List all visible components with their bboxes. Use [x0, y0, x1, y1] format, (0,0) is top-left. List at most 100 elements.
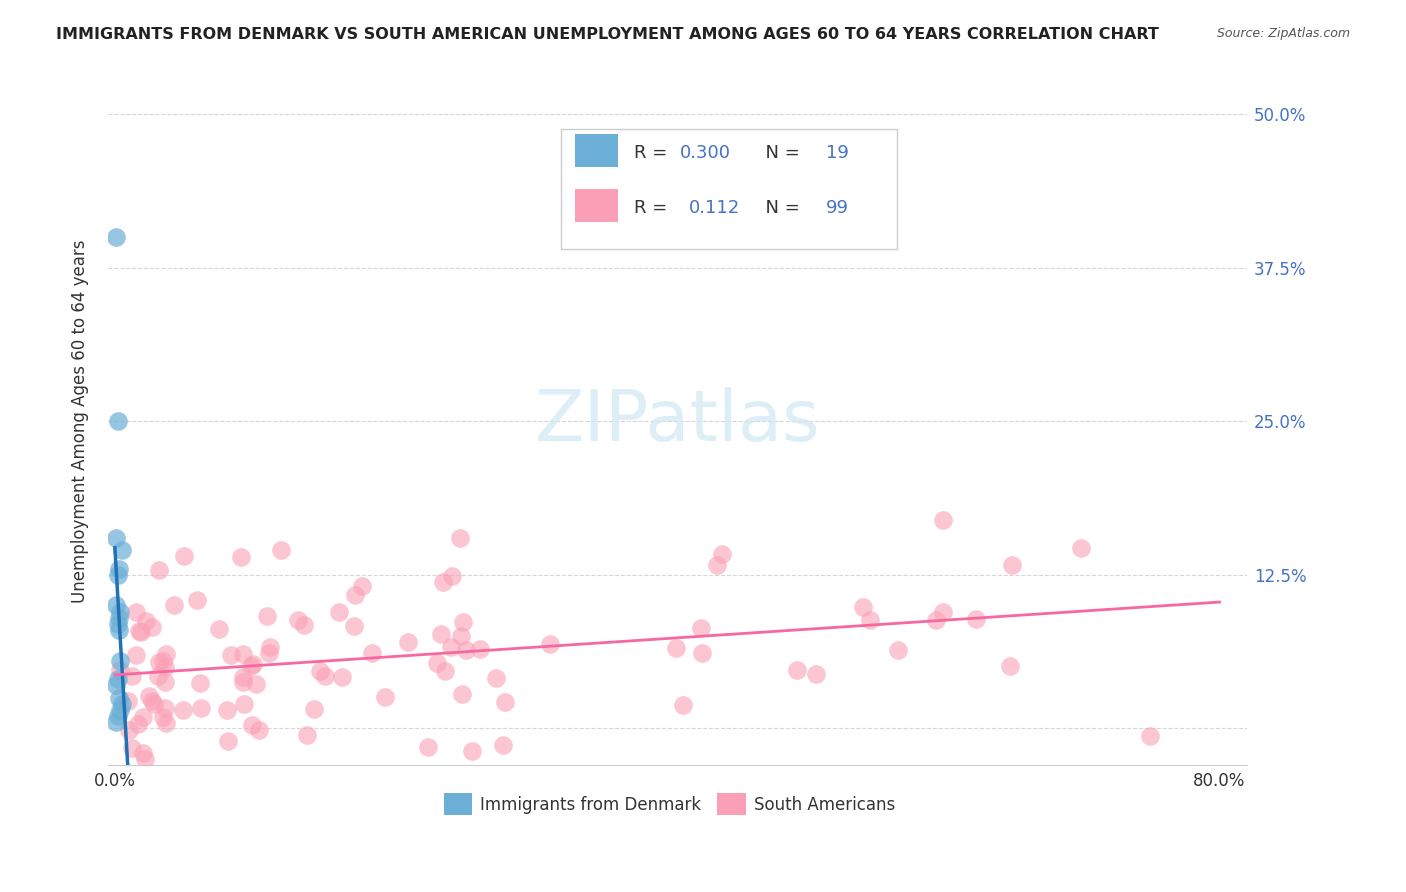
Point — [163, 598, 186, 612]
Point — [886, 643, 908, 657]
Point — [450, 629, 472, 643]
Point — [188, 676, 211, 690]
Point — [449, 531, 471, 545]
Point — [440, 568, 463, 582]
Point — [287, 613, 309, 627]
Point — [108, 623, 131, 637]
Point — [432, 574, 454, 589]
Point — [108, 561, 131, 575]
Point — [965, 612, 987, 626]
Point — [134, 752, 156, 766]
Point — [247, 723, 270, 738]
Point — [153, 701, 176, 715]
Point — [117, 723, 139, 737]
Point — [132, 746, 155, 760]
Text: 0.112: 0.112 — [689, 199, 740, 217]
Point — [786, 664, 808, 678]
Point — [804, 666, 827, 681]
Point — [172, 703, 194, 717]
Point — [215, 703, 238, 717]
Point — [217, 733, 239, 747]
Text: N =: N = — [754, 145, 806, 162]
Point — [186, 592, 208, 607]
Point — [128, 624, 150, 639]
Point — [146, 669, 169, 683]
Point — [352, 579, 374, 593]
Point — [690, 646, 713, 660]
Point — [240, 718, 263, 732]
Point — [141, 620, 163, 634]
Point — [232, 697, 254, 711]
Point — [330, 670, 353, 684]
Point — [107, 414, 129, 428]
Point — [121, 668, 143, 682]
Point — [141, 693, 163, 707]
Point — [440, 640, 463, 655]
Point — [454, 642, 477, 657]
Text: 0.300: 0.300 — [681, 145, 731, 162]
Point — [148, 655, 170, 669]
Point — [259, 640, 281, 655]
Point — [107, 567, 129, 582]
Point — [450, 687, 472, 701]
Point — [207, 623, 229, 637]
Point — [710, 547, 733, 561]
Point — [231, 550, 253, 565]
Point — [155, 647, 177, 661]
Point — [434, 664, 457, 678]
Point — [152, 710, 174, 724]
Point — [117, 694, 139, 708]
Point — [155, 716, 177, 731]
Point — [138, 689, 160, 703]
Text: 19: 19 — [825, 145, 848, 162]
Point — [672, 698, 695, 713]
Point — [470, 641, 492, 656]
Point — [105, 230, 128, 244]
Point — [125, 605, 148, 619]
Point — [297, 728, 319, 742]
Point — [374, 690, 396, 705]
Point — [257, 646, 280, 660]
Text: N =: N = — [754, 199, 806, 217]
Text: IMMIGRANTS FROM DENMARK VS SOUTH AMERICAN UNEMPLOYMENT AMONG AGES 60 TO 64 YEARS: IMMIGRANTS FROM DENMARK VS SOUTH AMERICA… — [56, 27, 1159, 42]
Point — [1139, 729, 1161, 743]
Point — [107, 709, 129, 723]
Point — [1070, 541, 1092, 555]
Point — [107, 672, 129, 686]
Point — [429, 626, 451, 640]
Point — [245, 677, 267, 691]
Point — [361, 646, 384, 660]
Point — [105, 715, 128, 730]
Point — [932, 512, 955, 526]
Point — [242, 657, 264, 672]
Point — [461, 744, 484, 758]
Point — [121, 741, 143, 756]
Point — [232, 647, 254, 661]
Text: 99: 99 — [825, 199, 849, 217]
Point — [105, 678, 128, 692]
Point — [485, 672, 508, 686]
Point — [232, 674, 254, 689]
Point — [111, 697, 134, 711]
Point — [998, 659, 1021, 673]
Point — [859, 613, 882, 627]
Point — [153, 659, 176, 673]
Point — [111, 543, 134, 558]
Point — [135, 614, 157, 628]
Point — [451, 615, 474, 629]
FancyBboxPatch shape — [561, 129, 897, 250]
Point — [127, 716, 149, 731]
Point — [416, 740, 439, 755]
Point — [110, 703, 132, 717]
Point — [690, 621, 713, 635]
Point — [142, 697, 165, 711]
FancyBboxPatch shape — [717, 793, 745, 814]
Point — [219, 648, 242, 662]
Text: R =: R = — [634, 199, 679, 217]
Text: Immigrants from Denmark: Immigrants from Denmark — [481, 796, 702, 814]
Point — [239, 659, 262, 673]
Point — [152, 654, 174, 668]
Point — [105, 599, 128, 613]
Point — [706, 558, 728, 572]
Point — [190, 701, 212, 715]
